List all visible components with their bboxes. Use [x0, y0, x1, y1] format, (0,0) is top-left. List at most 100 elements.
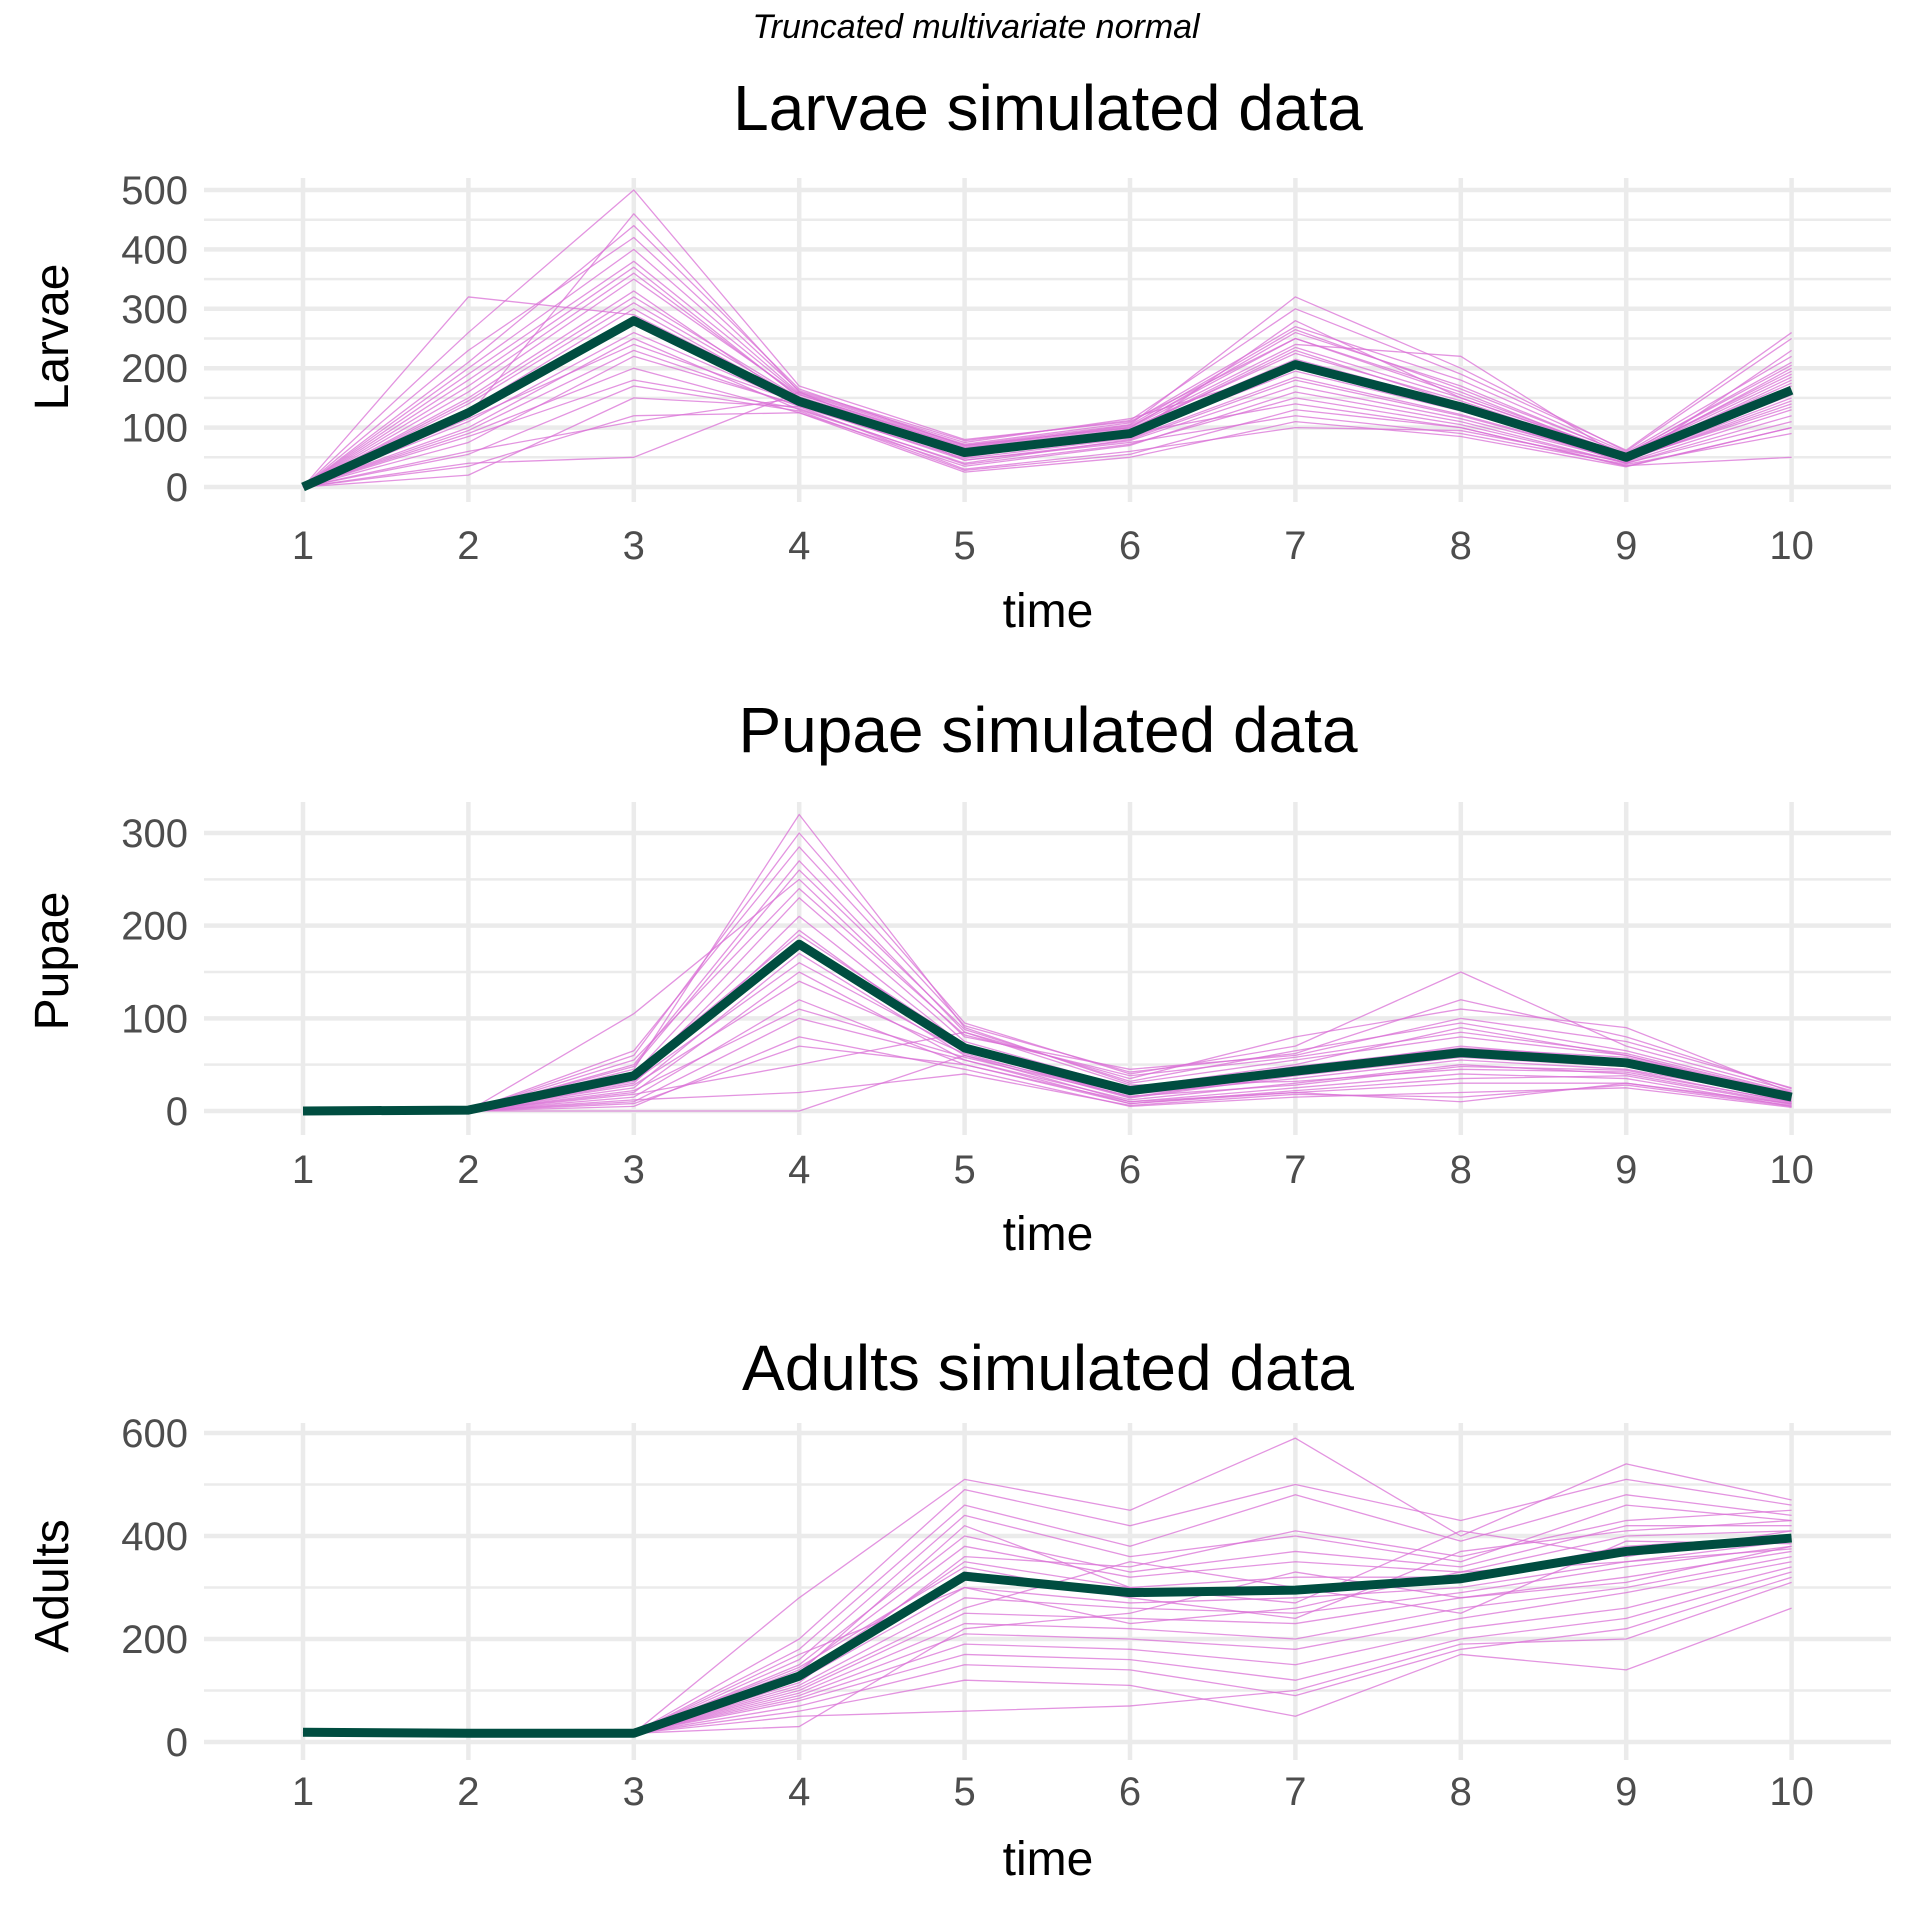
- larvae-title: Larvae simulated data: [733, 72, 1363, 144]
- adults-x-axis-title: time: [1003, 1833, 1094, 1886]
- pupae-y-axis-title: Pupae: [26, 892, 79, 1031]
- pupae-simulated-series: [303, 971, 1792, 1112]
- larvae-y-tick-label: 0: [166, 466, 188, 510]
- larvae-x-tick-label: 8: [1450, 524, 1472, 568]
- adults-y-tick-label: 400: [121, 1515, 188, 1559]
- adults-x-tick-label: 8: [1450, 1770, 1472, 1814]
- larvae-y-tick-label: 300: [121, 288, 188, 332]
- larvae-mean-line: [301, 316, 1794, 492]
- larvae-simulated-series: [302, 367, 1792, 488]
- adults-y-tick-labels: 0 200 400 600: [121, 1412, 188, 1765]
- adults-grid: [204, 1423, 1891, 1760]
- pupae-simulated-series: [303, 1073, 1792, 1112]
- pupae-y-tick-label: 200: [121, 905, 188, 949]
- pupae-x-tick-label: 6: [1119, 1148, 1141, 1192]
- adults-x-tick-label: 9: [1615, 1770, 1637, 1814]
- larvae-y-tick-label: 200: [121, 347, 188, 391]
- larvae-x-tick-label: 2: [457, 524, 479, 568]
- adults-x-tick-label: 2: [457, 1770, 479, 1814]
- pupae-x-axis-title: time: [1003, 1208, 1094, 1261]
- adults-x-tick-label: 4: [788, 1770, 810, 1814]
- adults-simulated-series: [302, 1478, 1792, 1734]
- larvae-simulated-series: [302, 385, 1792, 488]
- pupae-x-tick-label: 7: [1284, 1148, 1306, 1192]
- larvae-grid: [204, 178, 1891, 502]
- larvae-simulated-series: [302, 266, 1792, 488]
- pupae-simulated-series: [303, 999, 1792, 1112]
- pupae-simulated-series: [303, 878, 1792, 1112]
- adults-x-tick-label: 6: [1119, 1770, 1141, 1814]
- larvae-x-tick-label: 7: [1284, 524, 1306, 568]
- larvae-x-tick-label: 3: [623, 524, 645, 568]
- pupae-simulated-series: [303, 952, 1792, 1112]
- panel-adults: Adults simulated data time Adults 020040…: [26, 1332, 1891, 1886]
- adults-simulated-series: [302, 1550, 1792, 1734]
- adults-x-tick-label: 7: [1284, 1770, 1306, 1814]
- pupae-simulated-series: [303, 1008, 1792, 1112]
- pupae-y-tick-label: 300: [121, 812, 188, 856]
- larvae-simulated-series: [302, 343, 1792, 488]
- adults-y-axis-title: Adults: [26, 1519, 79, 1652]
- adults-x-tick-labels: 1 2 3 4 5 6 7 8 9 10: [292, 1770, 1814, 1814]
- larvae-simulated-lines: [302, 189, 1792, 488]
- adults-simulated-series: [302, 1607, 1792, 1734]
- adults-y-tick-label: 0: [166, 1721, 188, 1765]
- adults-simulated-series: [302, 1509, 1792, 1734]
- adults-x-tick-label: 10: [1769, 1770, 1814, 1814]
- pupae-x-tick-label: 5: [953, 1148, 975, 1192]
- pupae-x-tick-label: 1: [292, 1148, 314, 1192]
- larvae-y-axis-title: Larvae: [26, 264, 79, 411]
- pupae-simulated-series: [303, 1054, 1792, 1112]
- larvae-simulated-series: [302, 412, 1792, 488]
- larvae-simulated-series: [302, 331, 1792, 488]
- pupae-x-tick-label: 10: [1769, 1148, 1814, 1192]
- adults-y-tick-label: 200: [121, 1618, 188, 1662]
- larvae-simulated-series: [302, 260, 1792, 488]
- adults-x-tick-label: 5: [953, 1770, 975, 1814]
- pupae-x-tick-label: 4: [788, 1148, 810, 1192]
- adults-x-tick-label: 3: [623, 1770, 645, 1814]
- larvae-y-tick-labels: 0 100 200 300 400 500: [121, 169, 188, 510]
- panel-pupae: Pupae simulated data time Pupae 0 100 200 3…: [26, 694, 1891, 1261]
- pupae-simulated-series: [303, 887, 1792, 1112]
- adults-y-tick-label: 600: [121, 1412, 188, 1456]
- larvae-x-tick-label: 5: [953, 524, 975, 568]
- adults-simulated-series: [302, 1504, 1792, 1734]
- larvae-x-tick-label: 6: [1119, 524, 1141, 568]
- larvae-x-tick-label: 4: [788, 524, 810, 568]
- pupae-x-tick-label: 2: [457, 1148, 479, 1192]
- panel-larvae: Larvae simulated data time Larvae 010020…: [26, 72, 1891, 638]
- pupae-simulated-series: [303, 1031, 1792, 1112]
- pupae-x-tick-label: 3: [623, 1148, 645, 1192]
- adults-mean-line: [302, 1533, 1792, 1738]
- pupae-y-tick-label: 100: [121, 997, 188, 1041]
- pupae-simulated-series: [303, 1017, 1792, 1112]
- larvae-y-tick-label: 400: [121, 228, 188, 272]
- pupae-y-tick-labels: 0 100 200 300: [121, 812, 188, 1134]
- larvae-simulated-series: [302, 236, 1792, 488]
- figure-subtitle: Truncated multivariate normal: [752, 8, 1201, 46]
- larvae-x-tick-label: 10: [1769, 524, 1814, 568]
- pupae-x-tick-label: 9: [1615, 1148, 1637, 1192]
- adults-x-tick-label: 1: [292, 1770, 314, 1814]
- larvae-simulated-series: [302, 379, 1792, 488]
- larvae-simulated-series: [302, 391, 1792, 488]
- larvae-x-axis-title: time: [1003, 585, 1094, 638]
- pupae-x-tick-label: 8: [1450, 1148, 1472, 1192]
- larvae-x-tick-label: 1: [292, 524, 314, 568]
- adults-simulated-series: [302, 1494, 1792, 1734]
- pupae-title: Pupae simulated data: [738, 694, 1358, 766]
- pupae-simulated-series: [303, 1036, 1792, 1112]
- larvae-y-tick-label: 500: [121, 169, 188, 213]
- pupae-y-tick-label: 0: [166, 1090, 188, 1134]
- pupae-simulated-series: [303, 1045, 1792, 1112]
- larvae-x-tick-labels: 1 2 3 4 5 6 7 8 9 10: [292, 524, 1814, 568]
- larvae-x-tick-label: 9: [1615, 524, 1637, 568]
- larvae-simulated-series: [302, 349, 1792, 488]
- pupae-grid: [204, 802, 1891, 1135]
- larvae-simulated-series: [302, 248, 1792, 488]
- adults-title: Adults simulated data: [742, 1332, 1354, 1404]
- pupae-mean-line: [302, 939, 1793, 1116]
- adults-simulated-series: [302, 1576, 1792, 1734]
